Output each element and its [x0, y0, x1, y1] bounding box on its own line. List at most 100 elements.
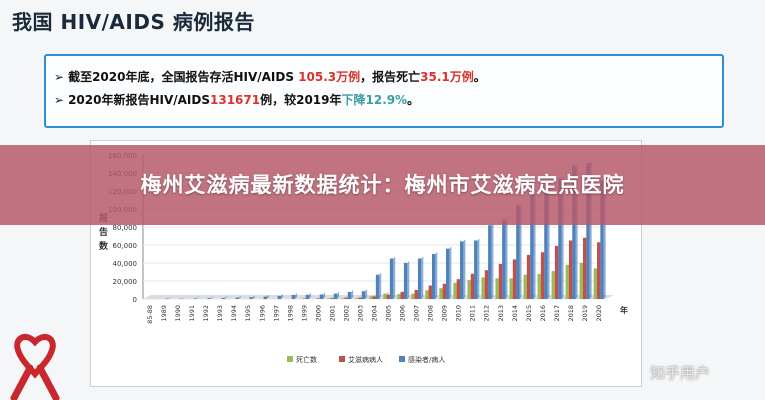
bar-infected [375, 274, 380, 299]
x-tick-label: 2005 [385, 305, 393, 322]
x-tick-label: 2015 [525, 305, 533, 322]
bar-infected [207, 298, 211, 299]
bar-deaths [341, 298, 345, 299]
bar-infected [221, 297, 225, 299]
bar-infected [361, 291, 366, 299]
x-tick-label: 1997 [272, 305, 280, 322]
bar-infected [277, 295, 281, 299]
banner [0, 145, 765, 225]
bar-side-infected [477, 238, 480, 299]
bar-aids [330, 298, 334, 299]
bar-side-infected [295, 292, 298, 299]
bar-side-infected [252, 295, 255, 299]
x-tick-label: 2020 [595, 305, 603, 322]
bar-aids [372, 296, 376, 299]
bar-deaths [453, 282, 457, 299]
bar-side-infected [393, 256, 396, 299]
x-tick-label: 1991 [188, 305, 196, 322]
bar-side-infected [280, 293, 283, 299]
bar-deaths [495, 278, 499, 299]
x-tick-label: 2011 [469, 305, 477, 322]
x-tick-label: 2006 [399, 305, 407, 322]
bar-side-infected [196, 296, 199, 299]
bar-deaths [551, 271, 555, 299]
x-tick-label: 1994 [230, 305, 238, 322]
x-tick-label: 2016 [539, 305, 547, 322]
x-tick-label: 1995 [244, 305, 252, 322]
bar-side-infected [435, 252, 438, 299]
bar-infected [403, 263, 408, 299]
bar-aids [428, 285, 432, 299]
bar-aids [596, 242, 601, 299]
bar-aids [400, 291, 404, 299]
bar-aids [386, 294, 390, 299]
bar-deaths [509, 278, 513, 299]
bar-infected [319, 294, 324, 299]
bar-deaths [593, 268, 597, 299]
x-tick-label: 1992 [202, 305, 210, 322]
bar-aids [582, 237, 587, 299]
x-tick-label: 2009 [441, 305, 449, 322]
x-tick-label: 1996 [258, 305, 266, 322]
bar-aids [316, 298, 320, 299]
x-tick-label: 1993 [216, 305, 224, 322]
bar-side-infected [505, 217, 508, 299]
x-tick-label: 1990 [174, 305, 182, 322]
bar-side-infected [379, 272, 382, 299]
bar-side-infected [421, 256, 424, 299]
bar-side-infected [463, 239, 466, 299]
info-box: ➢ 截至2020年底，全国报告存活HIV/AIDS 105.3万例，报告死亡35.… [44, 54, 724, 128]
bullet-arrow-icon: ➢ [54, 70, 65, 84]
bar-infected [263, 296, 267, 299]
x-tick-label: 1998 [286, 305, 294, 322]
bar-infected [431, 254, 436, 299]
bar-infected [235, 297, 239, 299]
info-line-1: ➢ 截至2020年底，全国报告存活HIV/AIDS 105.3万例，报告死亡35.… [54, 68, 486, 85]
bar-aids [358, 297, 362, 299]
bar-aids [498, 263, 503, 299]
bar-side-infected [182, 296, 185, 299]
bar-infected [474, 240, 478, 299]
bar-aids [442, 283, 447, 299]
banner-title: 梅州艾滋病最新数据统计：梅州市艾滋病定点医院 [140, 173, 625, 197]
info-line-2: ➢ 2020年新报告HIV/AIDS131671例，较2019年下降12.9%。 [54, 91, 419, 108]
bar-infected [544, 187, 548, 299]
bar-aids [568, 240, 573, 299]
bar-deaths [537, 273, 541, 299]
legend-swatch-infected [399, 356, 405, 362]
bar-deaths [369, 296, 373, 299]
bar-deaths [565, 264, 569, 299]
info-line-2-part-1: 2020年新报告HIV/AIDS [68, 93, 210, 107]
bar-deaths [439, 288, 443, 299]
y-axis-label-char: 数 [99, 240, 109, 252]
bullet-arrow-icon: ➢ [54, 93, 65, 107]
x-tick-label: 2001 [328, 305, 336, 322]
bar-deaths [355, 298, 359, 299]
legend-swatch-deaths [287, 356, 293, 362]
bar-side-infected [519, 203, 522, 299]
info-line-2-part-3: 。 [407, 93, 420, 107]
info-line-2-part-2: 例，较2019年 [260, 93, 342, 107]
bar-side-infected [491, 223, 494, 299]
bar-aids [554, 245, 559, 299]
bar-deaths [411, 293, 415, 299]
bar-infected [446, 248, 450, 299]
bar-infected [600, 180, 604, 299]
bar-side-infected [323, 292, 326, 299]
x-tick-label: 2018 [567, 305, 575, 322]
y-tick-label: 60,000 [113, 242, 138, 250]
bar-infected [558, 178, 562, 299]
x-tick-label: 2007 [413, 305, 421, 322]
x-tick-label: 2014 [511, 305, 519, 322]
bar-infected [347, 291, 352, 299]
bar-infected [516, 205, 520, 299]
bar-deaths [579, 263, 583, 299]
y-tick-label: 0 [133, 296, 137, 304]
bar-infected [249, 297, 253, 299]
bar-side-infected [168, 296, 171, 299]
red-ribbon-icon [10, 333, 60, 400]
info-line-1-deaths: 35.1万例 [420, 70, 474, 84]
bar-deaths [425, 290, 429, 299]
bar-aids [470, 273, 475, 299]
info-line-2-new-cases: 131671 [210, 93, 261, 107]
